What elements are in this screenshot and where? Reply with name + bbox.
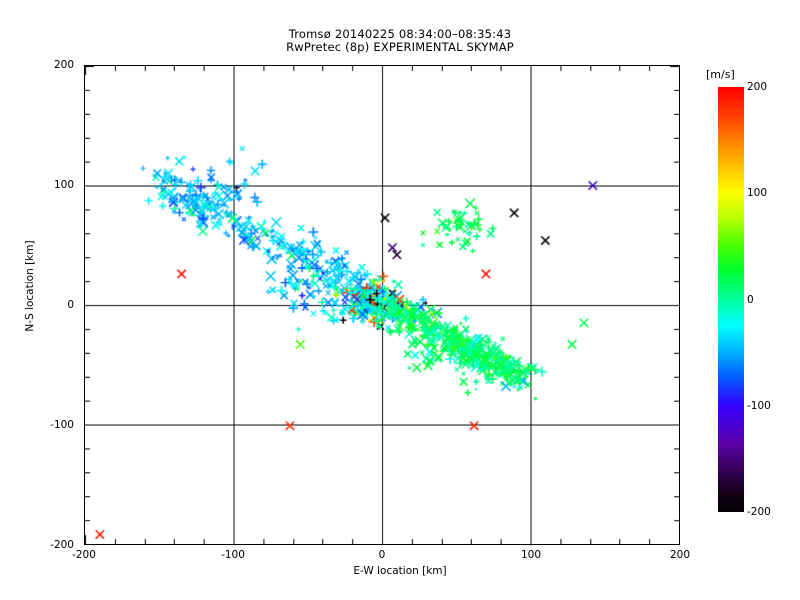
colorbar-tick-label: 0: [747, 293, 754, 306]
y-tick-label: -200: [50, 539, 74, 551]
plot-area: [84, 65, 680, 545]
colorbar-tick-label: -100: [747, 399, 771, 412]
scatter-plot-canvas: [85, 66, 679, 544]
colorbar-unit-label: [m/s]: [706, 68, 735, 81]
y-tick-label: 100: [53, 179, 74, 191]
figure-title-line-1: Tromsø 20140225 08:34:00–08:35:43: [288, 27, 512, 41]
x-tick-label: 200: [669, 549, 691, 561]
y-axis-label: N-S location [km]: [24, 240, 36, 332]
colorbar-tick-label: 100: [747, 187, 768, 200]
x-axis-label: E-W location [km]: [353, 565, 447, 577]
figure-title-line-2: RwPretec (8p) EXPERIMENTAL SKYMAP: [286, 40, 514, 54]
y-tick-label: -100: [50, 419, 74, 431]
x-tick-label: 100: [520, 549, 542, 561]
colorbar: [718, 87, 744, 512]
x-tick-label: 0: [378, 549, 386, 561]
y-tick-label: 200: [53, 59, 74, 71]
y-tick-label: 0: [67, 299, 74, 311]
x-tick-label: -100: [221, 549, 245, 561]
colorbar-tick-label: -200: [747, 506, 771, 518]
colorbar-tick-label: 200: [747, 81, 768, 93]
colorbar-gradient: [718, 87, 744, 512]
x-tick-label: -200: [72, 549, 96, 561]
